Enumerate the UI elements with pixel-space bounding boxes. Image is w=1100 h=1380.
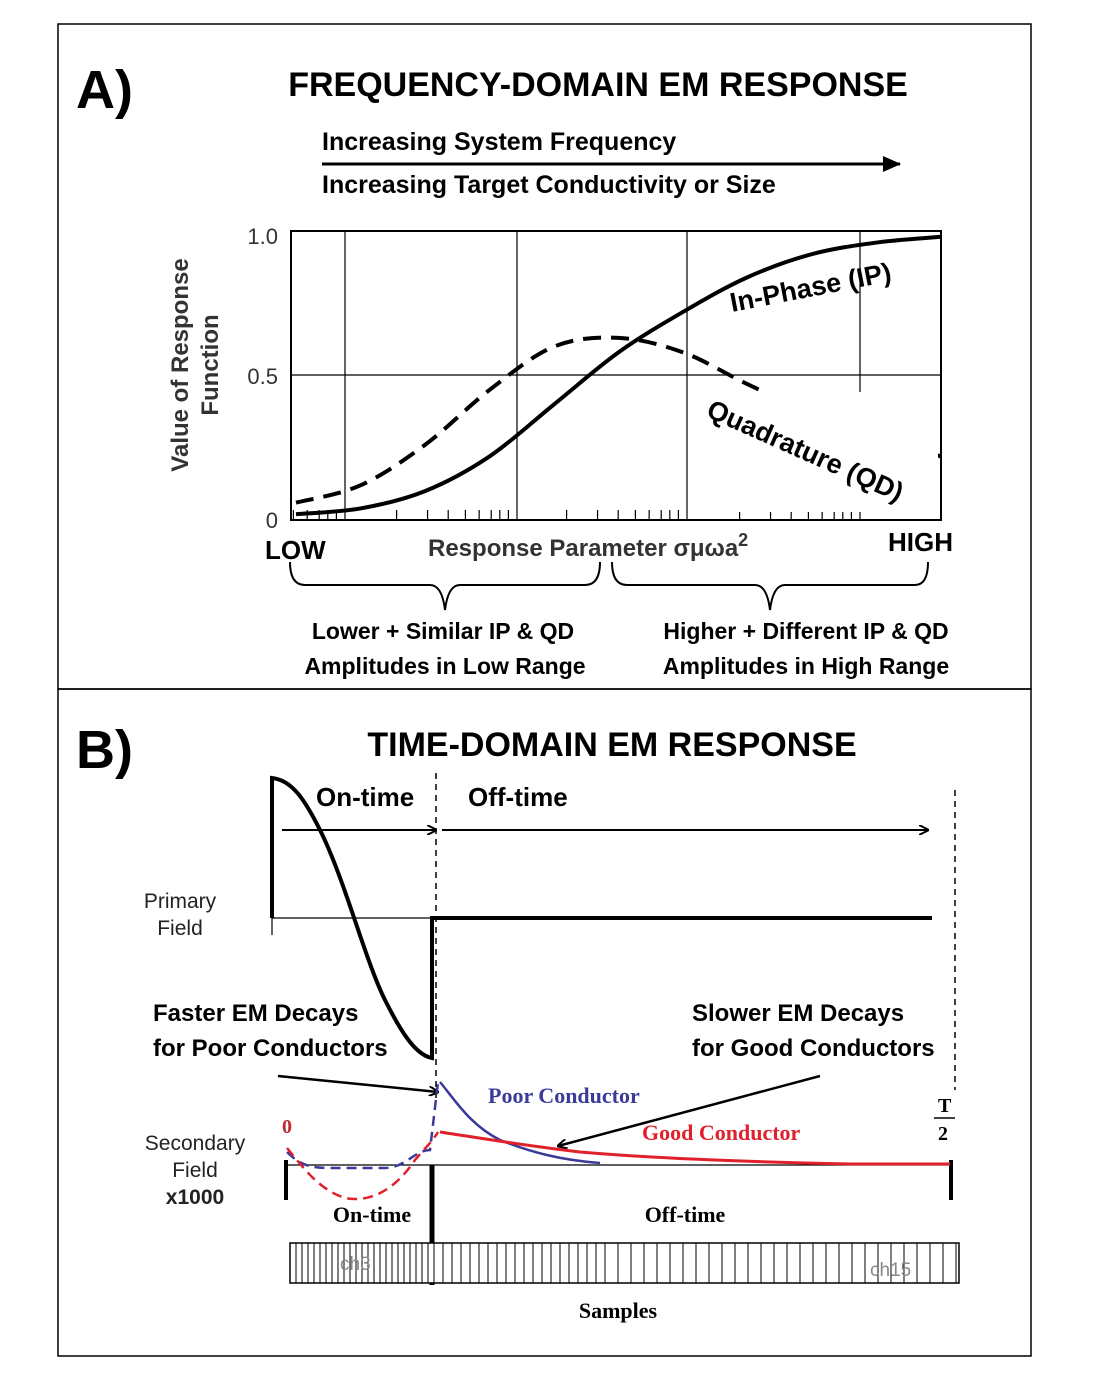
label-background: [688, 392, 938, 512]
off-time-top-label: Off-time: [468, 782, 568, 812]
svg-text:Function: Function: [197, 314, 224, 415]
on-time-top-label: On-time: [316, 782, 414, 812]
half-period-numerator: T: [938, 1095, 952, 1117]
x-axis-label: Response Parameter σμωa2: [428, 530, 748, 562]
sample-gates-strip: [289, 1242, 960, 1284]
half-period-denominator: 2: [938, 1123, 948, 1145]
faster-decay-line2: for Poor Conductors: [153, 1035, 388, 1062]
good-conductor-label: Good Conductor: [642, 1120, 801, 1145]
primary-field-waveform: [270, 775, 932, 1061]
y-tick-1: 1.0: [247, 224, 278, 249]
panel-a-title: FREQUENCY-DOMAIN EM RESPONSE: [288, 66, 908, 104]
faster-decay-line1: Faster EM Decays: [153, 1000, 358, 1027]
high-range-brace: [611, 561, 929, 611]
low-range-line1: Lower + Similar IP & QD: [312, 618, 574, 644]
faster-decay-arrow: [277, 1074, 438, 1092]
off-time-bottom-label: Off-time: [645, 1202, 726, 1227]
samples-label: Samples: [579, 1298, 658, 1323]
primary-label-line2: Field: [157, 917, 203, 940]
poor-conductor-label: Poor Conductor: [488, 1083, 640, 1108]
y-axis-label: Value of Response Function: [167, 258, 224, 471]
y-tick-05: 0.5: [247, 364, 278, 389]
y-tick-0: 0: [266, 508, 278, 533]
svg-text:Value of Response: Value of Response: [167, 258, 194, 471]
panel-b: B) TIME-DOMAIN EM RESPONSE On-time Off-t…: [57, 688, 1032, 1357]
panel-a-label: A): [76, 60, 133, 120]
slower-decay-arrow: [558, 1074, 821, 1146]
primary-label-line1: Primary: [144, 890, 217, 913]
ch15-label: ch15: [870, 1260, 911, 1281]
secondary-label-line2: Field: [172, 1159, 218, 1182]
on-time-bottom-label: On-time: [333, 1202, 411, 1227]
low-range-brace: [289, 561, 601, 611]
slower-decay-line2: for Good Conductors: [692, 1035, 935, 1062]
secondary-label-line3: x1000: [166, 1186, 224, 1209]
high-range-line1: Higher + Different IP & QD: [663, 618, 948, 644]
high-range-line2: Amplitudes in High Range: [663, 653, 949, 679]
panel-b-label: B): [76, 720, 133, 780]
arrow-label-frequency: Increasing System Frequency: [322, 128, 676, 156]
high-label: HIGH: [888, 527, 953, 557]
in-phase-curve: [295, 234, 942, 517]
slower-decay-line1: Slower EM Decays: [692, 1000, 904, 1027]
secondary-label-line1: Secondary: [145, 1132, 246, 1155]
panel-b-title: TIME-DOMAIN EM RESPONSE: [367, 726, 856, 764]
panel-b-frame: [57, 688, 1032, 1357]
good-conductor-ontime: [286, 1131, 440, 1201]
panel-a: A) FREQUENCY-DOMAIN EM RESPONSE Increasi…: [57, 23, 1032, 690]
arrow-label-conductivity: Increasing Target Conductivity or Size: [322, 171, 776, 199]
sample-gate-ticks: [295, 1243, 957, 1283]
good-conductor-decay: [439, 1130, 950, 1166]
poor-conductor-ontime: [286, 1081, 440, 1170]
low-range-line2: Amplitudes in Low Range: [304, 653, 585, 679]
zero-label: 0: [282, 1116, 292, 1138]
low-label: LOW: [265, 535, 326, 565]
in-phase-label: In-Phase (IP): [727, 257, 893, 318]
ch3-label: ch3: [340, 1254, 371, 1275]
